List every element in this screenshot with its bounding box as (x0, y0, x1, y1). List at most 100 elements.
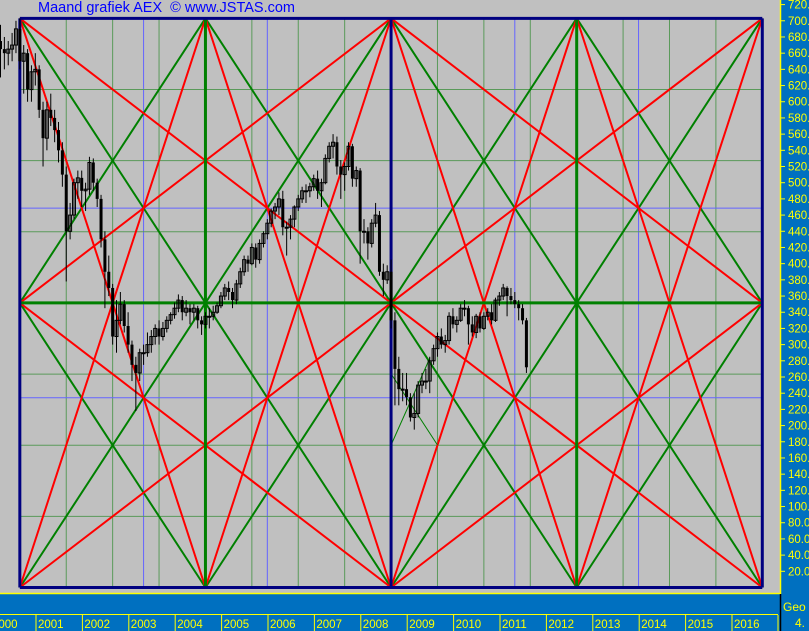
x-axis-year-label: 2003 (131, 619, 157, 631)
x-axis-year-label: 2012 (548, 619, 574, 631)
candle-body-down (509, 296, 513, 301)
candle-body-up (153, 327, 158, 338)
y-axis-tick-label: 700.0 (788, 16, 809, 28)
candle-body-up (176, 299, 181, 309)
candle-body-up (168, 314, 173, 321)
y-axis-tick-label: 40.0 (788, 550, 809, 562)
y-axis-tick-label: 320.0 (788, 323, 809, 335)
candle-body-down (397, 368, 401, 390)
candle-body-up (323, 157, 328, 184)
y-axis-tick-label: 340.0 (788, 307, 809, 319)
candle-body-up (234, 283, 239, 301)
candle-body-down (505, 287, 509, 297)
candle-body-up (319, 182, 324, 192)
candle-body-up (311, 178, 316, 188)
candle-body-down (64, 174, 68, 232)
y-axis-tick-label: 500.0 (788, 178, 809, 190)
candle-body-down (180, 300, 184, 313)
candle-body-up (431, 348, 436, 362)
candle-body-up (137, 352, 142, 374)
candle-body-down (246, 259, 250, 264)
candle-body-down (2, 49, 6, 54)
candle-body-down (517, 304, 521, 309)
candle-body-down (57, 130, 61, 151)
candle-body-up (346, 145, 351, 168)
candle-body-up (149, 336, 154, 346)
candle-body-down (26, 53, 30, 90)
candle-body-up (184, 307, 189, 313)
candle-body-up (354, 170, 359, 180)
candle-body-down (49, 109, 53, 118)
candle-body-up (21, 52, 26, 62)
candle-body-up (269, 210, 274, 224)
candle-body-up (307, 186, 312, 192)
candle-body-up (373, 214, 378, 224)
y-axis-tick-label: 680.0 (788, 32, 809, 44)
candle-body-up (114, 319, 119, 338)
candle-body-down (157, 328, 161, 337)
candle-body-down (524, 320, 528, 368)
candle-body-up (369, 222, 374, 244)
y-axis-tick-label: 140.0 (788, 469, 809, 481)
candle-body-down (316, 178, 320, 191)
y-axis-tick-label: 180.0 (788, 437, 809, 449)
candle-body-up (423, 380, 428, 383)
x-axis-year-label: 2016 (734, 619, 760, 631)
candle-body-up (44, 109, 49, 139)
footer-label: Geo (783, 600, 806, 614)
candle-body-up (485, 311, 490, 317)
chart-title: Maand grafiek AEX © www.JSTAS.com (38, 0, 296, 16)
candle-body-down (350, 146, 354, 179)
candle-body-up (160, 327, 165, 338)
candle-body-up (462, 307, 467, 310)
candle-body-up (493, 299, 498, 321)
gann-line-green (575, 302, 764, 589)
candle-body-down (521, 308, 525, 321)
y-axis-tick-label: 580.0 (788, 113, 809, 125)
x-axis-year-label: 2015 (688, 619, 714, 631)
candle-body-up (300, 190, 305, 200)
candle-body-up (412, 412, 417, 418)
y-axis-tick-label: 240.0 (788, 388, 809, 400)
candle-body-up (10, 44, 15, 50)
x-axis-year-label: 2011 (502, 619, 527, 631)
candle-body-up (83, 188, 88, 192)
candle-body-up (284, 226, 289, 229)
footer-value: 4. (795, 616, 806, 630)
candle-body-up (211, 311, 216, 317)
candle-body-down (393, 320, 397, 369)
y-axis-tick-label: 80.0 (788, 518, 809, 530)
candle-body-up (191, 307, 196, 313)
candle-body-up (435, 336, 440, 350)
candle-body-up (400, 388, 405, 391)
candle-body-up (29, 71, 34, 91)
candle-body-up (13, 28, 18, 46)
candle-body-up (6, 48, 11, 54)
y-axis-tick-label: 620.0 (788, 81, 809, 93)
candle-body-down (99, 198, 103, 240)
x-axis-year-label: 2010 (456, 619, 482, 631)
candle-body-up (474, 315, 479, 333)
x-axis-year-label: 2008 (363, 619, 389, 631)
candle-body-down (18, 28, 22, 62)
y-axis-tick-label: 720.0 (788, 0, 809, 12)
y-axis-tick-label: 540.0 (788, 145, 809, 157)
candle-body-down (196, 308, 200, 321)
y-axis-tick-label: 460.0 (788, 210, 809, 222)
candle-body-down (389, 271, 393, 321)
x-axis-year-label: 2002 (84, 619, 110, 631)
candle-body-down (513, 300, 517, 305)
candle-body-down (122, 304, 126, 326)
candle-body-down (103, 239, 107, 272)
candle-body-up (265, 222, 270, 235)
candle-body-up (416, 384, 421, 414)
candle-body-down (381, 271, 385, 280)
candle-body-up (288, 218, 293, 228)
candle-body-down (0, 41, 3, 50)
y-axis-tick-label: 100.0 (788, 502, 809, 514)
y-axis-tick-label: 440.0 (788, 226, 809, 238)
candle-body-up (296, 198, 301, 208)
candle-body-up (68, 214, 73, 232)
candle-body-up (481, 315, 486, 329)
